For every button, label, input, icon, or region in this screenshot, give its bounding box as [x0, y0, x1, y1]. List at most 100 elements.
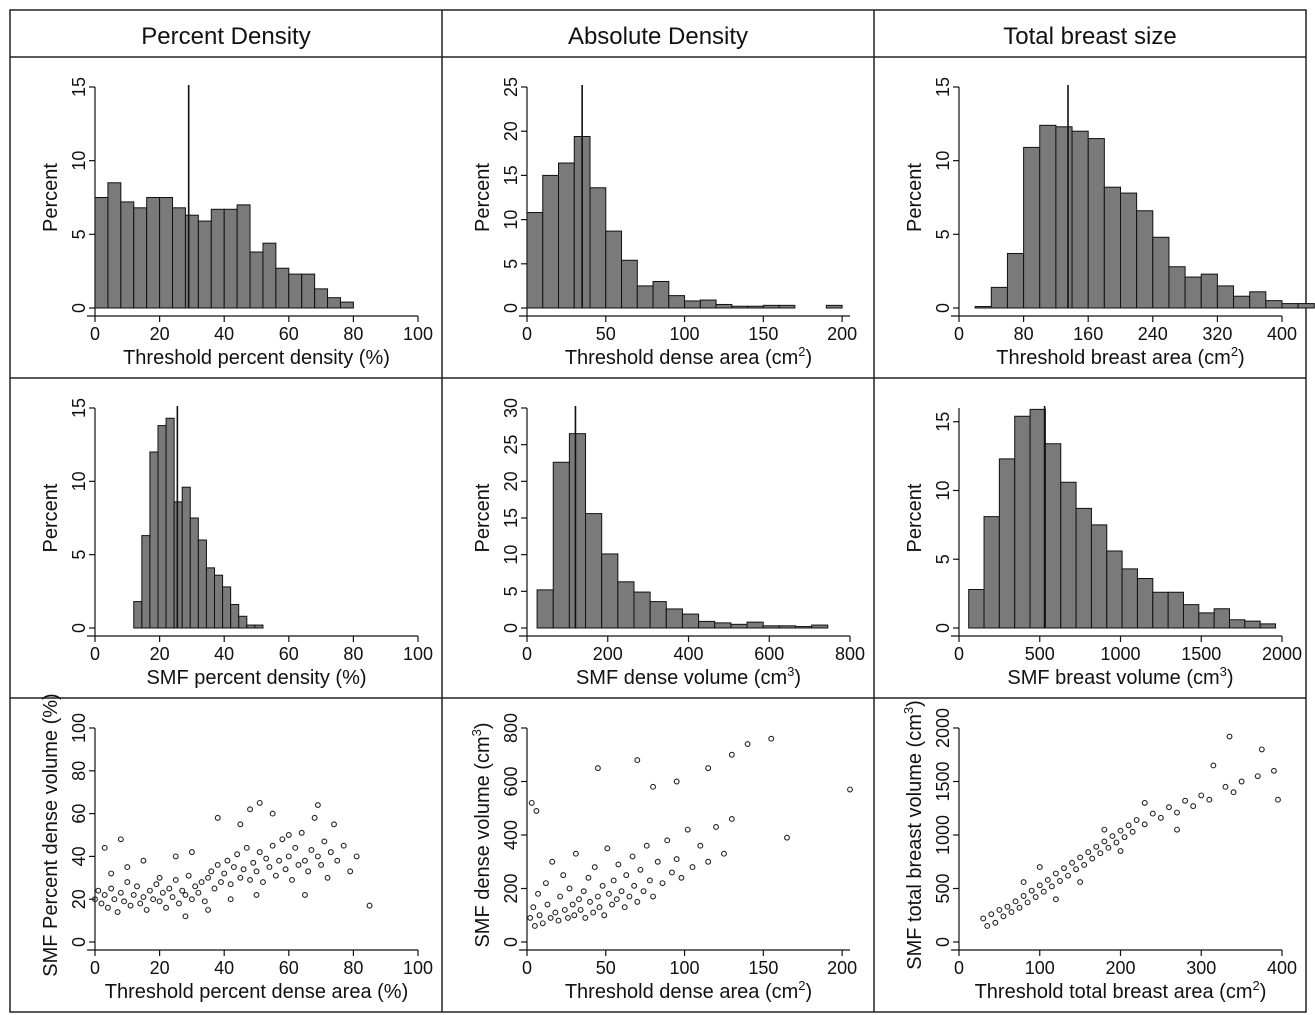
histogram-bar [205, 567, 216, 629]
y-tick-label: 200 [501, 873, 521, 903]
y-tick-label: 80 [69, 761, 89, 781]
header-total-breast-size: Total breast size [1003, 23, 1176, 50]
scatter-point [1101, 838, 1108, 845]
scatter-point [214, 814, 221, 821]
histogram-bar [1182, 604, 1200, 629]
scatter-point [1048, 883, 1055, 890]
scatter-point [324, 874, 331, 881]
chart-panel-5: 0 5 10 15 0 500 1000 1500 2000 SMF breast volume … [904, 406, 1302, 689]
histogram-bar [327, 297, 341, 309]
x-axis-label: SMF percent density (%) [146, 667, 366, 689]
x-axis-label: Threshold breast area (cm2) [996, 344, 1244, 369]
scatter-point [140, 857, 147, 864]
scatter-point [1093, 843, 1100, 850]
scatter-point [1149, 810, 1156, 817]
y-tick-label: 800 [501, 713, 521, 743]
histogram-bar [249, 251, 264, 309]
scatter-point [571, 912, 578, 919]
scatter-point [1077, 854, 1084, 861]
scatter-point [678, 874, 685, 881]
scatter-point [1121, 834, 1128, 841]
scatter-point [250, 859, 257, 866]
scatter-point [1226, 733, 1233, 740]
scatter-point [669, 869, 675, 876]
histogram-bar [762, 304, 780, 309]
histogram-bar [1087, 138, 1105, 309]
x-tick-label: 0 [90, 958, 100, 978]
x-tick-label: 200 [827, 958, 857, 978]
scatter-point [331, 821, 337, 828]
scatter-point [587, 898, 593, 905]
scatter-point [992, 919, 999, 926]
x-tick-label: 500 [1025, 644, 1055, 664]
histogram-bar [301, 273, 316, 309]
scatter-point [530, 904, 537, 911]
x-tick-label: 60 [279, 958, 299, 978]
scatter-point [542, 880, 549, 887]
scatter-point [1206, 796, 1213, 803]
scatter-point [594, 765, 601, 772]
x-tick-label: 40 [214, 644, 234, 664]
scatter-point [1069, 859, 1076, 866]
x-tick-label: 800 [835, 644, 865, 664]
scatter-point [552, 909, 559, 916]
scatter-point [640, 888, 647, 895]
scatter-point [1044, 876, 1051, 883]
scatter-point [1222, 783, 1229, 790]
x-tick-label: 40 [214, 958, 234, 978]
scatter-point [101, 844, 108, 851]
scatter-point [1182, 797, 1189, 804]
histogram-bar [1184, 276, 1202, 309]
chart-panel-7: 0 200 400 600 800 0 50 100 150 200 Threshold dense… [469, 713, 857, 1003]
x-tick-label: 60 [279, 324, 299, 344]
histogram-bar [558, 162, 575, 309]
scatter-point [92, 896, 98, 903]
x-tick-label: 100 [670, 324, 700, 344]
y-tick-label: 5 [933, 229, 953, 239]
y-tick-label: 5 [69, 229, 89, 239]
histogram-bar [601, 553, 619, 629]
x-tick-label: 600 [754, 644, 784, 664]
histogram-bar [1259, 623, 1277, 629]
scatter-point [1077, 879, 1084, 886]
scatter-point [1024, 899, 1031, 906]
scatter-point [98, 900, 105, 907]
scatter-point [1141, 821, 1148, 828]
scatter-point [156, 898, 163, 905]
x-tick-label: 80 [1014, 324, 1034, 344]
y-tick-label: 10 [501, 545, 521, 565]
scatter-point [684, 826, 691, 833]
y-tick-label: 15 [933, 412, 953, 432]
scatter-point [353, 853, 360, 860]
scatter-point [643, 842, 650, 849]
scatter-point [996, 906, 1003, 913]
y-axis-label: Percent [472, 483, 494, 552]
histogram-bar [633, 591, 651, 629]
x-tick-label: 40 [214, 324, 234, 344]
scatter-point [272, 872, 279, 879]
histogram-bar [133, 601, 143, 629]
chart-panel-0: 0 5 10 15 0 20 40 60 80 100 Threshold percent dens… [40, 77, 433, 369]
scatter-point [134, 883, 140, 890]
histogram-bar [173, 501, 183, 629]
histogram-bar [636, 285, 654, 309]
scatter-point [626, 893, 633, 900]
y-tick-label: 0 [69, 303, 89, 313]
scatter-point [705, 858, 712, 865]
header-absolute-density: Absolute Density [568, 23, 748, 50]
histogram-bar [998, 458, 1016, 629]
y-tick-label: 25 [501, 77, 521, 97]
histogram-bar [1281, 303, 1299, 309]
scatter-point [1052, 896, 1059, 903]
scatter-point [279, 836, 286, 843]
x-tick-label: 0 [954, 324, 964, 344]
x-tick-label: 240 [1138, 324, 1168, 344]
scatter-point [108, 870, 115, 877]
histogram-bar [197, 539, 207, 629]
histogram-bar [652, 280, 670, 309]
histogram-bar [746, 621, 764, 629]
histogram-bar [1071, 130, 1089, 309]
scatter-point [1089, 855, 1096, 862]
